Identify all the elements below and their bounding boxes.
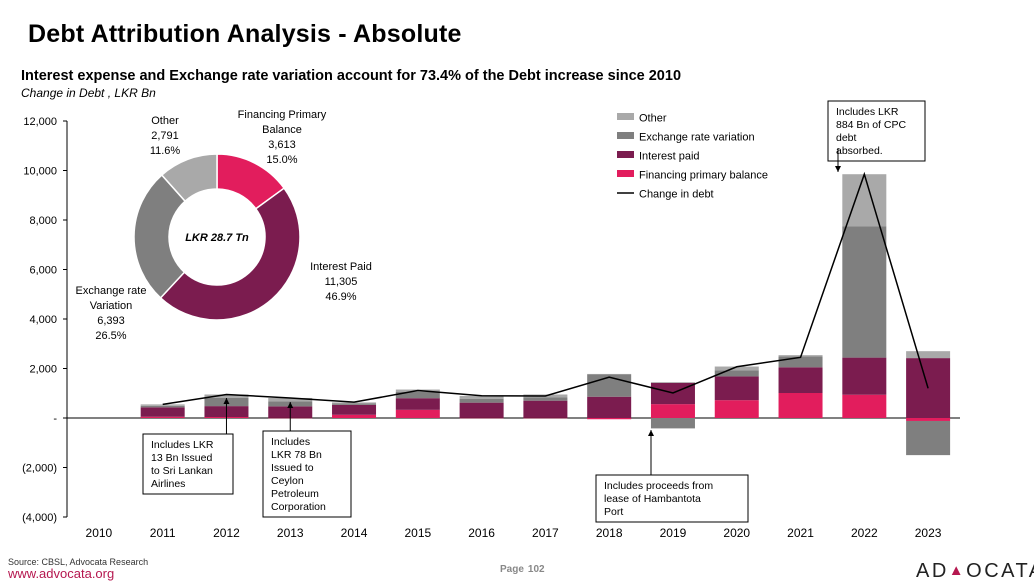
bar-segment-other — [204, 394, 249, 398]
annotation-cpc-arrowhead — [835, 166, 841, 172]
x-tick-label: 2020 — [723, 526, 750, 540]
annotation-cpc-box — [827, 100, 926, 162]
x-tick-label: 2010 — [86, 526, 113, 540]
bar-segment-interest — [523, 400, 568, 418]
bar-segment-other — [650, 382, 695, 383]
donut-label-financing: Financing Primary Balance 3,613 15.0% — [238, 109, 327, 166]
x-tick-label: 2011 — [150, 526, 176, 540]
bar-segment-interest — [714, 376, 759, 401]
annotation-hambantota-text: Includes proceeds from lease of Hambantot… — [604, 480, 713, 518]
y-tick-label: (2,000) — [22, 463, 57, 475]
x-tick-label: 2016 — [468, 526, 495, 540]
bar-segment-other — [459, 395, 504, 399]
annotation-srilankan-box — [142, 433, 234, 495]
bar-segment-financing — [587, 418, 632, 420]
bar-segment-exchange — [842, 226, 887, 358]
bar-segment-financing — [523, 417, 568, 419]
donut-label-exchange: Exchange rate Variation 6,393 26.5% — [76, 285, 147, 342]
annotation-ceylon-arrowhead — [287, 402, 294, 408]
x-tick-label: 2013 — [277, 526, 304, 540]
x-tick-label: 2019 — [660, 526, 687, 540]
legend-label: Change in debt — [639, 189, 714, 201]
x-tick-label: 2023 — [915, 526, 942, 540]
x-tick-label: 2012 — [213, 526, 240, 540]
bar-segment-other — [906, 351, 951, 359]
units-label: Change in Debt , LKR Bn — [21, 86, 156, 100]
bar-segment-financing — [714, 400, 759, 418]
legend-label: Exchange rate variation — [639, 132, 755, 144]
bar-segment-financing — [332, 414, 377, 418]
source-note: Source: CBSL, Advocata Research — [8, 557, 149, 567]
bar-segment-financing — [906, 418, 951, 421]
x-tick-label: 2014 — [341, 526, 368, 540]
annotation-srilankan-arrowhead — [223, 398, 230, 404]
legend-swatch — [617, 170, 634, 177]
y-tick-label: 8,000 — [29, 215, 57, 227]
x-tick-label: 2015 — [404, 526, 431, 540]
donut-slice-exchange — [133, 173, 187, 299]
y-tick-label: 4,000 — [29, 314, 57, 326]
page-number: Page 102 — [500, 564, 545, 575]
bar-segment-interest — [459, 402, 504, 418]
y-tick-label: - — [53, 413, 57, 425]
y-tick-label: (4,000) — [22, 512, 57, 524]
legend-swatch — [617, 132, 634, 139]
bar-segment-financing — [778, 393, 823, 418]
bar-segment-interest — [140, 407, 185, 417]
bar-segment-exchange — [523, 397, 568, 401]
y-tick-label: 2,000 — [29, 364, 57, 376]
bar-segment-other — [587, 373, 632, 375]
page-title: Debt Attribution Analysis - Absolute — [28, 20, 462, 48]
bar-segment-exchange — [140, 405, 185, 408]
bar-segment-interest — [332, 404, 377, 415]
website-link[interactable]: www.advocata.org — [8, 566, 115, 581]
annotation-cpc-text: Includes LKR 884 Bn of CPC debt absorbed. — [836, 106, 906, 157]
bar-segment-financing — [650, 404, 695, 418]
x-tick-label: 2021 — [787, 526, 814, 540]
change-in-debt-line — [162, 171, 929, 406]
donut-label-interest: Interest Paid 11,305 46.9% — [310, 261, 372, 303]
bar-segment-interest — [587, 396, 632, 418]
debt-attribution-chart: (4,000) (2,000) - 2,000 4,000 6,000 8,000 10,00… — [22, 100, 960, 540]
legend-label: Other — [639, 113, 667, 125]
y-tick-label: 10,000 — [23, 166, 57, 178]
advocata-logo: AD▲OCATA — [916, 560, 1034, 582]
donut-slice-interest — [159, 187, 301, 321]
annotation-hambantota-box — [595, 474, 749, 523]
bar-segment-exchange — [714, 370, 759, 377]
chart-subtitle: Interest expense and Exchange rate varia… — [21, 68, 682, 84]
bar-segment-exchange — [332, 403, 377, 405]
y-tick-label: 6,000 — [29, 265, 57, 277]
y-tick-label: 12,000 — [23, 116, 57, 128]
bar-segment-exchange — [778, 356, 823, 368]
bar-segment-exchange — [906, 420, 951, 456]
x-tick-label: 2022 — [851, 526, 878, 540]
bar-segment-other — [140, 404, 185, 406]
bar-segment-financing — [140, 416, 185, 418]
x-tick-label: 2018 — [596, 526, 623, 540]
donut-center-label: LKR 28.7 Tn — [185, 232, 249, 244]
bar-segment-exchange — [459, 398, 504, 403]
bar-segment-exchange — [395, 392, 440, 399]
bar-segment-interest — [395, 398, 440, 410]
bar-segment-financing — [459, 417, 504, 419]
annotation-hambantota-arrowhead — [648, 430, 654, 436]
annotation-ceylon-text: Includes LKR 78 Bn Issued to Ceylon Petroleu… — [271, 436, 326, 513]
legend-swatch — [617, 151, 634, 158]
bar-segment-exchange — [650, 418, 695, 429]
legend-swatch — [617, 113, 634, 120]
bar-segment-interest — [842, 357, 887, 395]
donut-label-other: Other 2,791 11.6% — [150, 115, 181, 157]
bar-segment-interest — [778, 367, 823, 394]
annotation-srilankan-text: Includes LKR 13 Bn Issued to Sri Lankan Air… — [151, 439, 214, 490]
legend-label: Financing primary balance — [639, 170, 768, 182]
bar-segment-financing — [842, 394, 887, 418]
bar-segment-financing — [395, 409, 440, 418]
legend-label: Interest paid — [639, 151, 700, 163]
bar-segment-other — [714, 366, 759, 371]
bar-segment-other — [268, 397, 313, 402]
x-tick-label: 2017 — [532, 526, 559, 540]
annotation-ceylon-box — [262, 430, 352, 518]
donut-slice-other — [160, 153, 218, 203]
